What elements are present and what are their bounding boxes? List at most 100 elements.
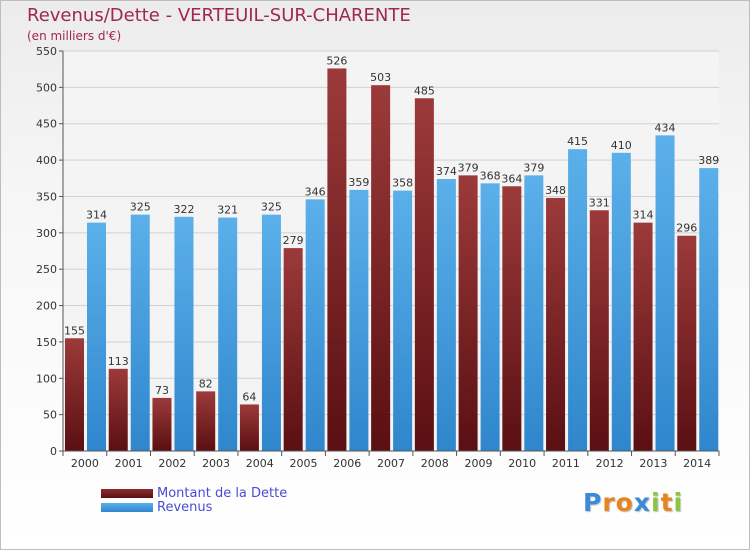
bar-revenus (174, 216, 194, 451)
bar-revenus (699, 168, 719, 451)
bar-dette (458, 175, 478, 451)
y-tick-label: 350 (36, 190, 57, 203)
data-label: 73 (155, 384, 169, 397)
x-tick-label: 2012 (596, 457, 624, 470)
x-tick-label: 2014 (683, 457, 711, 470)
data-label: 155 (64, 324, 85, 337)
y-tick-label: 500 (36, 81, 57, 94)
bar-revenus (568, 149, 588, 451)
bar-dette (152, 397, 172, 451)
data-label: 113 (108, 355, 129, 368)
y-tick-label: 100 (36, 372, 57, 385)
logo-letter: i (673, 488, 684, 517)
x-tick-label: 2013 (639, 457, 667, 470)
data-label: 314 (86, 209, 107, 222)
y-tick-label: 450 (36, 118, 57, 131)
data-label: 322 (173, 203, 194, 216)
logo-letter: o (615, 488, 634, 517)
bar-revenus (393, 190, 413, 452)
data-label: 434 (655, 121, 676, 134)
bar-dette (589, 210, 609, 451)
logo-letter: i (651, 488, 661, 517)
bar-dette (196, 391, 216, 451)
y-tick-label: 550 (36, 45, 57, 58)
bar-dette (65, 338, 84, 451)
bar-dette (108, 368, 128, 451)
legend-label-revenus: Revenus (157, 500, 213, 515)
logo-letter: r (602, 488, 616, 517)
y-tick-label: 400 (36, 154, 57, 167)
bar-dette (239, 404, 259, 451)
bar-revenus (130, 214, 150, 451)
chart-subtitle: (en milliers d'€) (27, 29, 122, 43)
data-label: 415 (567, 135, 588, 148)
data-label: 325 (261, 201, 282, 214)
bar-dette (633, 222, 653, 451)
data-label: 358 (392, 177, 413, 190)
data-label: 526 (326, 54, 347, 67)
bar-dette (677, 235, 697, 451)
data-label: 359 (348, 176, 369, 189)
x-tick-label: 2010 (508, 457, 536, 470)
data-label: 379 (458, 161, 479, 174)
data-label: 279 (283, 234, 304, 247)
bar-revenus (480, 183, 500, 451)
logo-letter: P (583, 488, 603, 517)
bar-dette (371, 85, 391, 451)
bar-dette (502, 186, 522, 452)
bar-revenus (611, 152, 631, 451)
bar-revenus (436, 179, 456, 451)
data-label: 314 (633, 209, 654, 222)
bar-revenus (87, 222, 106, 451)
x-tick-label: 2000 (71, 457, 99, 470)
data-label: 296 (676, 222, 697, 235)
bar-revenus (261, 214, 281, 451)
x-tick-label: 2009 (464, 457, 492, 470)
bar-revenus (524, 175, 544, 451)
bar-revenus (218, 217, 238, 451)
x-tick-label: 2005 (290, 457, 318, 470)
y-tick-label: 250 (36, 263, 57, 276)
logo-letter: x (633, 488, 651, 517)
x-tick-label: 2006 (333, 457, 361, 470)
plot-background (63, 51, 719, 451)
legend-label-debt: Montant de la Dette (157, 486, 288, 501)
legend-swatch-revenus (101, 503, 153, 512)
data-label: 379 (523, 161, 544, 174)
proxiti-logo: Proxiti (583, 488, 683, 517)
y-tick-label: 50 (43, 409, 57, 422)
bar-revenus (305, 199, 325, 451)
data-label: 364 (501, 172, 522, 185)
data-label: 389 (698, 154, 719, 167)
data-label: 368 (480, 169, 501, 182)
data-label: 321 (217, 204, 238, 217)
y-tick-label: 0 (50, 445, 57, 458)
data-label: 348 (545, 184, 566, 197)
legend-swatch-debt (101, 489, 153, 498)
x-tick-label: 2011 (552, 457, 580, 470)
data-label: 64 (242, 390, 256, 403)
logo-letter: t (660, 488, 674, 517)
bar-dette (283, 248, 303, 451)
data-label: 410 (611, 139, 632, 152)
bar-dette (327, 68, 347, 452)
bar-dette (546, 197, 566, 451)
data-label: 331 (589, 196, 610, 209)
data-label: 485 (414, 84, 435, 97)
y-tick-label: 150 (36, 336, 57, 349)
data-label: 82 (199, 377, 213, 390)
y-tick-label: 200 (36, 300, 57, 313)
x-tick-label: 2004 (246, 457, 274, 470)
bar-dette (414, 98, 434, 451)
x-tick-label: 2002 (158, 457, 186, 470)
x-tick-label: 2003 (202, 457, 230, 470)
bar-revenus (349, 189, 369, 451)
bar-revenus (655, 135, 675, 451)
x-tick-label: 2008 (421, 457, 449, 470)
y-tick-label: 300 (36, 227, 57, 240)
x-tick-label: 2001 (115, 457, 143, 470)
data-label: 346 (305, 185, 326, 198)
chart-title: Revenus/Dette - VERTEUIL-SUR-CHARENTE (27, 5, 411, 26)
